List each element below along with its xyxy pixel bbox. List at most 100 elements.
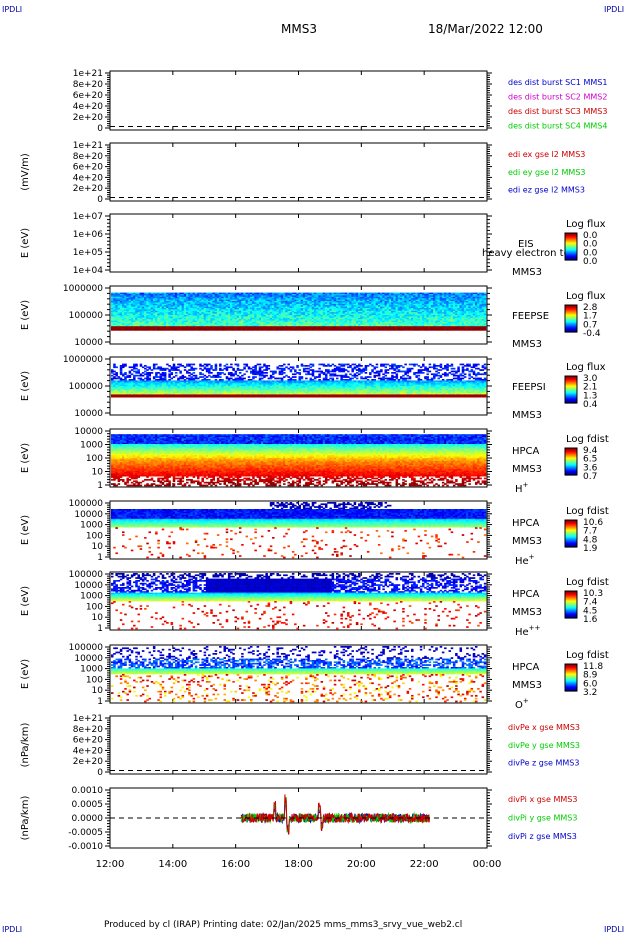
heatmap-cell bbox=[265, 329, 268, 331]
heatmap-cell bbox=[283, 329, 286, 331]
y-tick-label: 1e+21 bbox=[73, 141, 103, 151]
heatmap-cell bbox=[166, 329, 169, 331]
heatmap-cell bbox=[113, 371, 116, 373]
y-axis-label: E (eV) bbox=[20, 300, 31, 330]
heatmap-cell bbox=[422, 329, 425, 331]
heatmap-cell bbox=[365, 329, 368, 331]
colorbar-tick-label: 0.0 bbox=[583, 257, 598, 267]
heatmap-cell bbox=[358, 329, 361, 331]
heatmap-cell bbox=[197, 329, 200, 331]
instrument-label: FEEPSE bbox=[512, 311, 549, 322]
heatmap-cell bbox=[442, 329, 445, 331]
plot-canvas: 1e+218e+206e+204e+202e+200des dist burst… bbox=[0, 0, 630, 934]
heatmap-cell bbox=[296, 329, 299, 331]
heatmap-cell bbox=[111, 396, 114, 398]
panel-frame bbox=[110, 143, 487, 201]
heatmap-cell bbox=[175, 329, 178, 331]
heatmap-cell bbox=[431, 329, 434, 331]
heatmap-cell bbox=[464, 329, 467, 331]
y-tick-label: 1e+05 bbox=[73, 248, 103, 258]
heatmap-cell bbox=[429, 329, 432, 331]
heatmap-cell bbox=[460, 329, 463, 331]
heatmap-cell bbox=[111, 375, 114, 377]
legend-series-1: des dist burst SC2 MMS2 bbox=[508, 93, 607, 102]
heatmap-cell bbox=[484, 329, 487, 331]
heatmap-cell bbox=[208, 329, 211, 331]
heatmap-cell bbox=[385, 329, 388, 331]
heatmap-cell bbox=[415, 329, 418, 331]
heatmap-cell bbox=[281, 329, 284, 331]
y-tick-label: 1000000 bbox=[63, 284, 103, 294]
heatmap-cell bbox=[404, 329, 407, 331]
heatmap-cell bbox=[115, 329, 118, 331]
heatmap-cell bbox=[285, 329, 288, 331]
heatmap-cell bbox=[113, 396, 116, 398]
heatmap-cell bbox=[479, 329, 482, 331]
heatmap-cell bbox=[151, 329, 154, 331]
heatmap-cell bbox=[310, 329, 313, 331]
heatmap-cell bbox=[316, 329, 319, 331]
heatmap-cell bbox=[340, 329, 343, 331]
heatmap-cell bbox=[475, 329, 478, 331]
heatmap-cell bbox=[440, 329, 443, 331]
y-tick-label: 100000 bbox=[69, 311, 104, 321]
heatmap-cell bbox=[314, 329, 317, 331]
heatmap-cell bbox=[402, 329, 405, 331]
heatmap-cell bbox=[113, 378, 116, 380]
colorbar-tick-label: -0.4 bbox=[583, 329, 601, 339]
heatmap-cell bbox=[471, 329, 474, 331]
y-tick-label: 8e+20 bbox=[73, 80, 104, 90]
legend-series-3: des dist burst SC4 MMS4 bbox=[508, 122, 607, 131]
heatmap-cell bbox=[391, 329, 394, 331]
heatmap-cell bbox=[184, 329, 187, 331]
y-tick-label: 100000 bbox=[69, 382, 104, 392]
heatmap-cell bbox=[252, 329, 255, 331]
panel-edi: 1e+218e+206e+204e+202e+200(mV/m) edi ex g… bbox=[20, 141, 586, 205]
colorbar-title: Log flux bbox=[566, 219, 606, 230]
heatmap-cell bbox=[118, 329, 121, 331]
heatmap-cell bbox=[321, 329, 324, 331]
y-tick-label: 6e+20 bbox=[73, 91, 104, 101]
y-axis-label: E (eV) bbox=[20, 228, 31, 258]
heatmap-cell bbox=[270, 329, 273, 331]
heatmap-cell bbox=[396, 329, 399, 331]
heatmap-cell bbox=[473, 329, 476, 331]
heatmap-cell bbox=[424, 329, 427, 331]
heatmap-cell bbox=[290, 329, 293, 331]
heatmap-cell bbox=[276, 329, 279, 331]
heatmap-cell bbox=[199, 329, 202, 331]
heatmap-cell bbox=[477, 329, 480, 331]
heatmap-cell bbox=[433, 329, 436, 331]
heatmap-cell bbox=[336, 329, 339, 331]
heatmap-cell bbox=[133, 329, 136, 331]
heatmap-cell bbox=[292, 329, 295, 331]
heatmap-cell bbox=[232, 329, 235, 331]
legend-series-2: des dist burst SC3 MMS3 bbox=[508, 107, 607, 116]
heatmap-cell bbox=[135, 329, 138, 331]
heatmap-cell bbox=[435, 329, 438, 331]
heatmap-cell bbox=[389, 329, 392, 331]
spacecraft-label: MMS3 bbox=[512, 267, 542, 278]
heatmap-cell bbox=[113, 329, 116, 331]
heatmap-cell bbox=[120, 329, 123, 331]
heatmap-cell bbox=[188, 329, 191, 331]
heatmap-cell bbox=[268, 329, 271, 331]
heatmap-cell bbox=[235, 329, 238, 331]
heatmap-cell bbox=[371, 329, 374, 331]
heatmap-cell bbox=[378, 329, 381, 331]
heatmap-cell bbox=[468, 329, 471, 331]
y-tick-label: 2e+20 bbox=[73, 113, 104, 123]
heatmap-cell bbox=[380, 329, 383, 331]
heatmap-cell bbox=[418, 329, 421, 331]
heatmap-cell bbox=[409, 329, 412, 331]
heatmap-cell bbox=[212, 329, 215, 331]
heatmap-cell bbox=[303, 329, 306, 331]
panel-frame bbox=[110, 71, 487, 130]
heatmap-cell bbox=[407, 329, 410, 331]
spacecraft-label: MMS3 bbox=[512, 339, 542, 350]
heatmap-cell bbox=[347, 329, 350, 331]
heatmap-cell bbox=[237, 329, 240, 331]
heatmap-cell bbox=[124, 329, 127, 331]
colorbar-title: Log flux bbox=[566, 291, 606, 302]
y-tick-label: 10000 bbox=[74, 338, 103, 348]
